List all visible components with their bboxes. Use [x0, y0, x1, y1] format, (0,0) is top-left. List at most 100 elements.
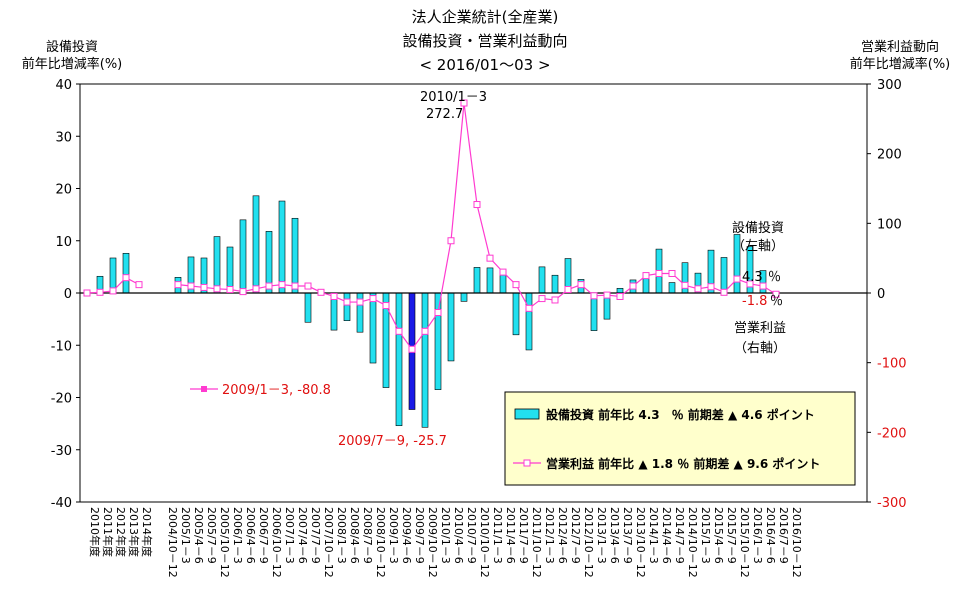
- left-tick-label: 0: [64, 287, 72, 302]
- profit-point: [174, 281, 182, 289]
- capex-bar: [304, 292, 312, 323]
- profit-point: [83, 289, 91, 297]
- right-tick-label: -100: [877, 357, 907, 372]
- capex-bar: [499, 274, 507, 294]
- capex-bar: [460, 292, 468, 302]
- capex-bar: [395, 292, 403, 427]
- capex-side-label-line2: （左軸）: [732, 239, 784, 254]
- profit-point: [538, 295, 546, 303]
- capex-bar: [343, 292, 351, 321]
- profit-point: [382, 302, 390, 310]
- capex-bar: [421, 292, 429, 428]
- x-tick-label: 2013/10－12: [634, 507, 647, 578]
- capex-bar: [447, 292, 455, 362]
- profit-point: [304, 282, 312, 290]
- peak-value-label: 272.7: [426, 107, 463, 122]
- x-tick-label: 2006/1－3: [231, 507, 244, 564]
- x-tick-label: 2008/1－3: [335, 507, 348, 564]
- capex-bar: [369, 292, 377, 364]
- x-tick-label: 2007/4－6: [296, 507, 309, 564]
- x-tick-label: 2006/7－9: [257, 507, 270, 564]
- profit-point: [642, 272, 650, 280]
- capex-bar: [642, 278, 650, 294]
- profit-min-marker: [201, 386, 207, 392]
- capex-bar: [512, 292, 520, 336]
- profit-point: [447, 237, 455, 245]
- profit-point: [681, 281, 689, 289]
- profit-point: [369, 295, 377, 303]
- legend-profit-label: 営業利益 前年比 ▲ 1.8 ％ 前期差 ▲ 9.6 ポイント: [546, 456, 820, 471]
- profit-point: [135, 281, 143, 289]
- right-axis-title-line2: 前年比増減率(%): [850, 56, 951, 72]
- right-tick-label: 200: [877, 148, 902, 163]
- x-tick-label: 2015/1－3: [699, 507, 712, 564]
- legend: 設備投資 前年比 4.3 ％ 前期差 ▲ 4.6 ポイント 営業利益 前年比 ▲…: [504, 391, 856, 486]
- capex-bar: [239, 219, 247, 294]
- profit-point: [720, 288, 728, 296]
- x-tick-label: 2004/10－12: [166, 507, 179, 578]
- x-tick-label: 2005/10－12: [218, 507, 231, 578]
- right-tick-label: 300: [877, 78, 902, 93]
- profit-point: [278, 281, 286, 289]
- x-tick-label: 2012/7－9: [569, 507, 582, 564]
- profit-point: [434, 309, 442, 317]
- x-tick-label: 2008/10－12: [374, 507, 387, 578]
- x-tick-label: 2015/4－6: [712, 507, 725, 564]
- x-tick-label: 2007/10－12: [322, 507, 335, 578]
- profit-latest-unit: ％: [770, 294, 783, 309]
- profit-point: [486, 254, 494, 262]
- x-tick-label: 2009/10－12: [426, 507, 439, 578]
- profit-point: [668, 269, 676, 277]
- legend-profit-swatch-marker: [523, 459, 531, 467]
- capex-latest-unit: ％: [768, 270, 781, 285]
- x-tick-label: 2009/4－6: [400, 507, 413, 564]
- profit-point: [564, 286, 572, 294]
- profit-point: [200, 283, 208, 291]
- profit-point: [551, 296, 559, 304]
- x-tick-label: 2010/7－9: [465, 507, 478, 564]
- capex-bar: [486, 267, 494, 294]
- capex-bar: [525, 292, 533, 351]
- profit-point: [512, 281, 520, 289]
- profit-point: [226, 286, 234, 294]
- profit-point: [590, 292, 598, 300]
- profit-point: [109, 287, 117, 295]
- profit-point: [603, 291, 611, 299]
- profit-point: [408, 345, 416, 353]
- x-tick-label: 2008/7－9: [361, 507, 374, 564]
- x-tick-label: 2013年度: [127, 507, 141, 557]
- left-tick-label: 40: [55, 78, 72, 93]
- right-tick-label: -200: [877, 426, 907, 441]
- x-tick-label: 2010年度: [88, 507, 102, 557]
- x-tick-label: 2007/7－9: [309, 507, 322, 564]
- x-tick-label: 2011/1－3: [491, 507, 504, 564]
- profit-point: [707, 283, 715, 291]
- x-tick-label: 2011/4－6: [504, 507, 517, 564]
- x-tick-label: 2012年度: [114, 507, 128, 557]
- capex-bar: [291, 217, 299, 294]
- profit-point: [252, 285, 260, 293]
- peak-date-label: 2010/1－3: [420, 90, 487, 105]
- chart-title-line3: < 2016/01～03 >: [419, 56, 550, 74]
- profit-point: [395, 327, 403, 335]
- profit-point: [499, 268, 507, 276]
- x-tick-label: 2016/1－3: [751, 507, 764, 564]
- profit-point: [655, 269, 663, 277]
- profit-point: [759, 282, 767, 290]
- profit-point: [629, 282, 637, 290]
- chart-title-line2: 設備投資・営業利益動向: [402, 32, 567, 50]
- x-tick-label: 2014/4－6: [660, 507, 673, 564]
- left-axis-title-line2: 前年比増減率(%): [22, 56, 123, 72]
- capex-bar: [252, 195, 260, 294]
- capex-bar: [122, 252, 130, 294]
- profit-point: [122, 274, 130, 282]
- x-tick-label: 2011/7－9: [517, 507, 530, 564]
- left-tick-label: 20: [55, 183, 72, 198]
- x-tick-label: 2015/7－9: [725, 507, 738, 564]
- capex-min-label: 2009/7－9, -25.7: [338, 434, 447, 449]
- x-tick-label: 2012/10－12: [582, 507, 595, 578]
- x-tick-label: 2016/4－6: [764, 507, 777, 564]
- profit-side-label-line2: （右軸）: [734, 341, 786, 356]
